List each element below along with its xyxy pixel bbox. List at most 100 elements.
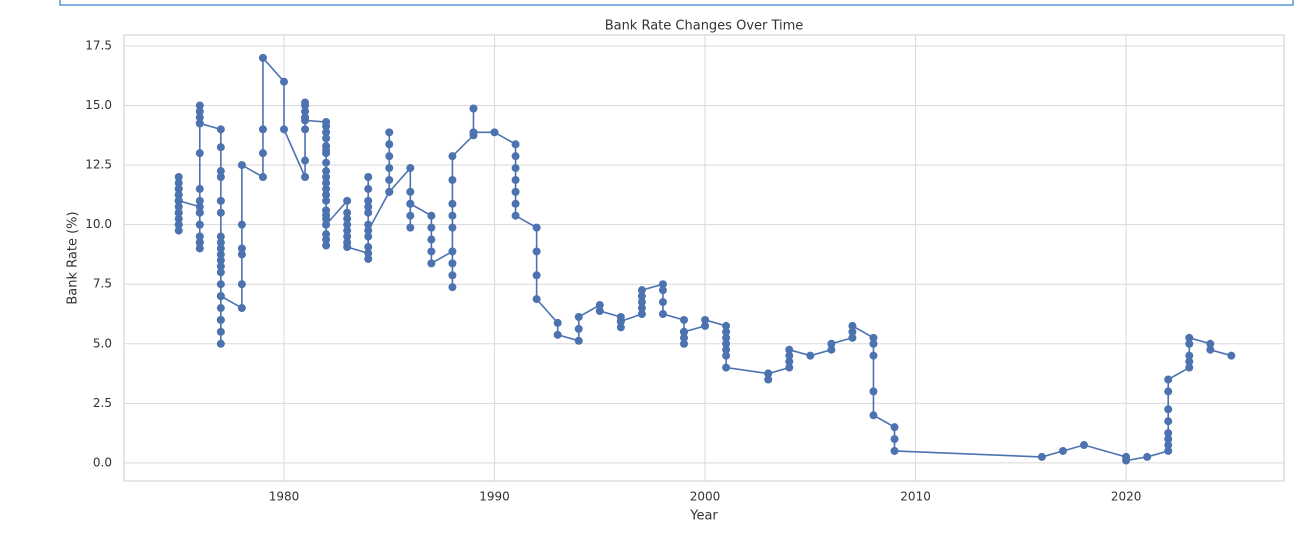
data-point — [658, 286, 667, 295]
data-point — [195, 208, 204, 217]
data-point — [764, 369, 773, 378]
y-tick-label: 2.5 — [93, 396, 112, 410]
data-point — [869, 387, 878, 396]
data-point — [364, 184, 373, 193]
data-point — [532, 223, 541, 232]
data-point — [216, 339, 225, 348]
data-point — [511, 211, 520, 220]
data-point — [553, 318, 562, 327]
data-point — [364, 220, 373, 229]
data-point — [385, 128, 394, 137]
data-point — [174, 178, 183, 187]
y-tick-label: 7.5 — [93, 277, 112, 291]
data-point — [1058, 446, 1067, 455]
data-point — [448, 259, 457, 268]
data-point — [532, 247, 541, 256]
data-point — [174, 202, 183, 211]
data-point — [322, 184, 331, 193]
data-point — [301, 107, 310, 116]
data-point — [385, 152, 394, 161]
data-point — [258, 172, 267, 181]
data-point — [322, 172, 331, 181]
y-tick-label: 5.0 — [93, 336, 112, 350]
data-point — [680, 315, 688, 324]
data-point — [343, 208, 352, 217]
data-point — [1185, 357, 1194, 366]
data-point — [216, 304, 225, 313]
x-tick-label: 1980 — [269, 490, 300, 504]
data-point — [848, 333, 857, 342]
data-point — [869, 351, 878, 360]
data-point — [722, 327, 731, 336]
data-point — [722, 345, 731, 354]
data-point — [448, 199, 457, 208]
data-point — [237, 250, 246, 259]
data-point — [448, 175, 457, 184]
data-point — [1206, 339, 1215, 348]
data-point — [680, 333, 688, 342]
data-point — [511, 199, 520, 208]
data-point — [195, 202, 204, 211]
data-point — [385, 175, 394, 184]
data-point — [195, 149, 204, 158]
data-point — [301, 116, 310, 125]
data-point — [616, 323, 625, 332]
data-point — [1164, 446, 1173, 455]
data-point — [174, 196, 183, 205]
data-point — [490, 128, 499, 137]
data-point — [322, 241, 331, 250]
data-point — [574, 324, 583, 333]
data-point — [216, 125, 225, 134]
data-point — [595, 301, 604, 310]
data-point — [301, 156, 310, 165]
data-point — [301, 125, 310, 134]
data-point — [553, 330, 562, 339]
data-point — [343, 196, 352, 205]
data-point — [1164, 417, 1173, 426]
data-point — [827, 345, 836, 354]
data-point — [364, 208, 373, 217]
data-point — [195, 232, 204, 241]
data-point — [343, 220, 352, 229]
data-point — [658, 280, 667, 289]
data-point — [511, 175, 520, 184]
data-point — [406, 199, 415, 208]
data-point — [722, 351, 731, 360]
x-tick-label: 2010 — [900, 490, 931, 504]
y-axis-label: Bank Rate (%) — [66, 211, 81, 304]
data-point — [448, 211, 457, 220]
data-point — [216, 292, 225, 301]
data-point — [195, 119, 204, 128]
data-point — [1227, 351, 1236, 360]
data-point — [680, 339, 688, 348]
data-point — [364, 226, 373, 235]
data-point — [637, 309, 646, 318]
data-point — [364, 249, 373, 258]
data-point — [469, 104, 478, 113]
data-point — [511, 140, 520, 149]
data-point — [195, 244, 204, 253]
data-point — [637, 286, 646, 295]
y-tick-label: 17.5 — [85, 38, 112, 52]
data-point — [216, 196, 225, 205]
data-point — [869, 339, 878, 348]
data-point — [722, 321, 731, 330]
data-point — [216, 280, 225, 289]
data-point — [574, 312, 583, 321]
data-point — [216, 262, 225, 271]
data-point — [406, 211, 415, 220]
data-point — [448, 247, 457, 256]
data-point — [511, 164, 520, 173]
data-point — [1185, 363, 1194, 372]
data-point — [280, 125, 288, 134]
data-point — [216, 327, 225, 336]
data-point — [258, 53, 267, 62]
data-point — [637, 304, 646, 313]
data-point — [385, 187, 394, 196]
data-point — [216, 172, 225, 181]
data-point — [364, 232, 373, 241]
data-point — [216, 232, 225, 241]
data-point — [1143, 452, 1152, 461]
data-point — [890, 446, 899, 455]
